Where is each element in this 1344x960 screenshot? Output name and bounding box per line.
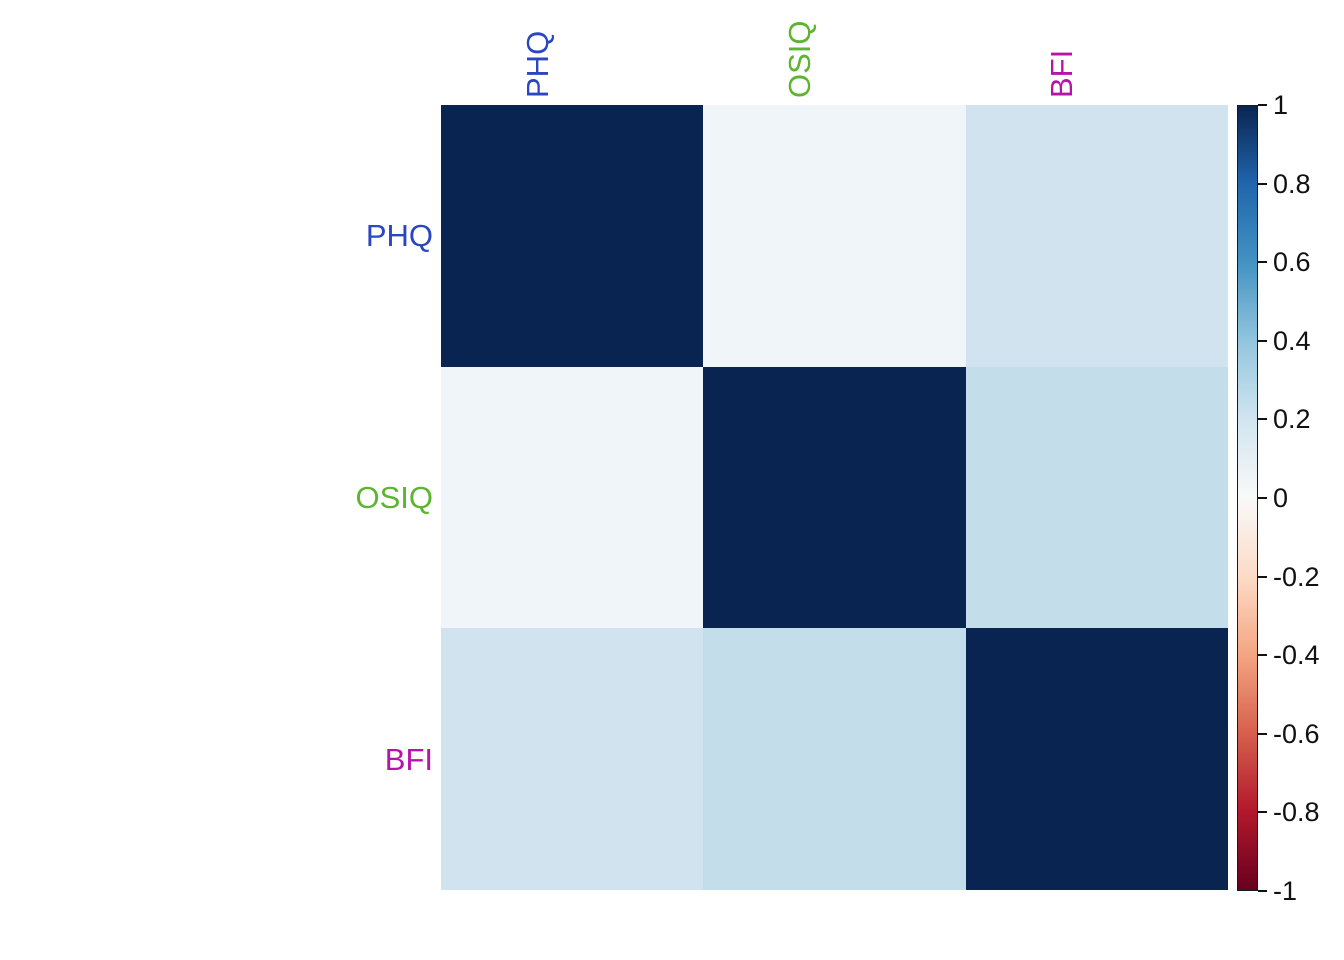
column-label-osiq: OSIQ: [782, 20, 817, 98]
matrix-cell-phq-phq: [441, 105, 704, 367]
row-label-osiq: OSIQ: [355, 480, 433, 515]
colorbar-tick-label: 1: [1273, 90, 1289, 120]
colorbar-tick-label: 0.2: [1273, 404, 1311, 435]
colorbar-tick-label: -0.2: [1273, 561, 1320, 592]
colorbar-tick: [1258, 732, 1267, 735]
matrix-cell-osiq-osiq: [703, 366, 966, 629]
colorbar-tick: [1258, 497, 1267, 499]
colorbar-tick-label: -0.4: [1273, 640, 1320, 671]
matrix-cell-bfi-osiq: [703, 628, 966, 890]
correlation-matrix: [441, 105, 1228, 890]
colorbar: 1 0.8 0.6 0.4 0.2 0 -0.2 -0.4 -0.6 -0.8 -1: [1237, 90, 1344, 906]
colorbar-tick: [1258, 890, 1267, 892]
colorbar-tick: [1258, 575, 1267, 578]
colorbar-tick-label: -0.8: [1273, 797, 1320, 828]
colorbar-tick: [1258, 418, 1267, 421]
colorbar-tick: [1258, 654, 1267, 657]
colorbar-tick-label: -1: [1273, 876, 1298, 906]
column-label-bfi: BFI: [1044, 49, 1079, 98]
colorbar-gradient: [1237, 105, 1258, 891]
colorbar-tick-label: 0.6: [1273, 247, 1311, 278]
matrix-cell-phq-osiq: [703, 105, 966, 367]
colorbar-tick-label: 0.8: [1273, 168, 1311, 199]
colorbar-tick: [1258, 104, 1267, 106]
matrix-cell-bfi-bfi: [965, 628, 1228, 890]
colorbar-tick: [1258, 182, 1267, 185]
colorbar-tick: [1258, 261, 1267, 264]
row-label-bfi: BFI: [384, 742, 433, 777]
colorbar-tick-label: 0: [1273, 483, 1289, 513]
colorbar-tick-label: 0.4: [1273, 325, 1311, 356]
colorbar-tick: [1258, 811, 1267, 814]
matrix-cell-osiq-bfi: [965, 366, 1228, 629]
row-label-phq: PHQ: [365, 218, 433, 253]
column-label-phq: PHQ: [520, 30, 555, 98]
matrix-cell-bfi-phq: [441, 628, 704, 890]
matrix-cell-osiq-phq: [441, 366, 704, 629]
colorbar-tick: [1258, 339, 1267, 342]
colorbar-tick-label: -0.6: [1273, 718, 1320, 749]
matrix-cell-phq-bfi: [965, 105, 1228, 367]
